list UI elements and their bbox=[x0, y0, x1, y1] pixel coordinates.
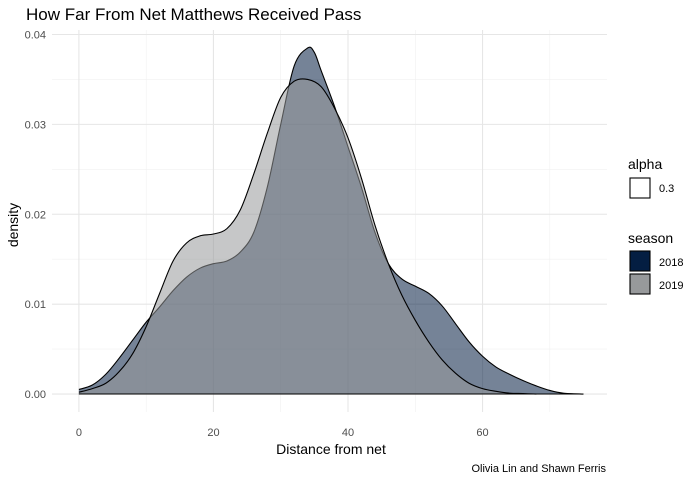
y-tick-label: 0.03 bbox=[25, 119, 46, 131]
chart-title: How Far From Net Matthews Received Pass bbox=[26, 5, 361, 24]
legend-key-2018 bbox=[629, 250, 651, 272]
y-tick-label: 0.02 bbox=[25, 209, 46, 221]
legend-title-season: season bbox=[628, 230, 673, 246]
x-axis-label: Distance from net bbox=[276, 441, 386, 457]
x-tick-label: 40 bbox=[342, 427, 354, 439]
density-curve-2019 bbox=[78, 78, 537, 395]
legend-title-alpha: alpha bbox=[628, 156, 662, 172]
y-tick-label: 0.01 bbox=[25, 299, 46, 311]
legend-label-alpha: 0.3 bbox=[659, 183, 674, 195]
y-axis-label: density bbox=[5, 203, 21, 247]
legend: alpha 0.3 season 2018 2019 bbox=[628, 156, 683, 295]
y-tick-label: 0.04 bbox=[25, 29, 46, 41]
plot-series bbox=[78, 46, 584, 395]
x-axis-ticks: 0 20 40 60 bbox=[76, 427, 489, 439]
y-tick-label: 0.00 bbox=[25, 389, 46, 401]
chart-caption: Olivia Lin and Shawn Ferris bbox=[471, 463, 606, 475]
density-area-2019 bbox=[78, 78, 537, 395]
x-tick-label: 60 bbox=[476, 427, 488, 439]
x-tick-label: 0 bbox=[76, 427, 82, 439]
legend-label-2019: 2019 bbox=[659, 280, 683, 292]
x-tick-label: 20 bbox=[207, 427, 219, 439]
y-axis-ticks: 0.00 0.01 0.02 0.03 0.04 bbox=[25, 29, 46, 401]
legend-key-alpha bbox=[629, 177, 651, 199]
legend-label-2018: 2018 bbox=[659, 257, 683, 269]
legend-key-2019 bbox=[629, 273, 651, 295]
